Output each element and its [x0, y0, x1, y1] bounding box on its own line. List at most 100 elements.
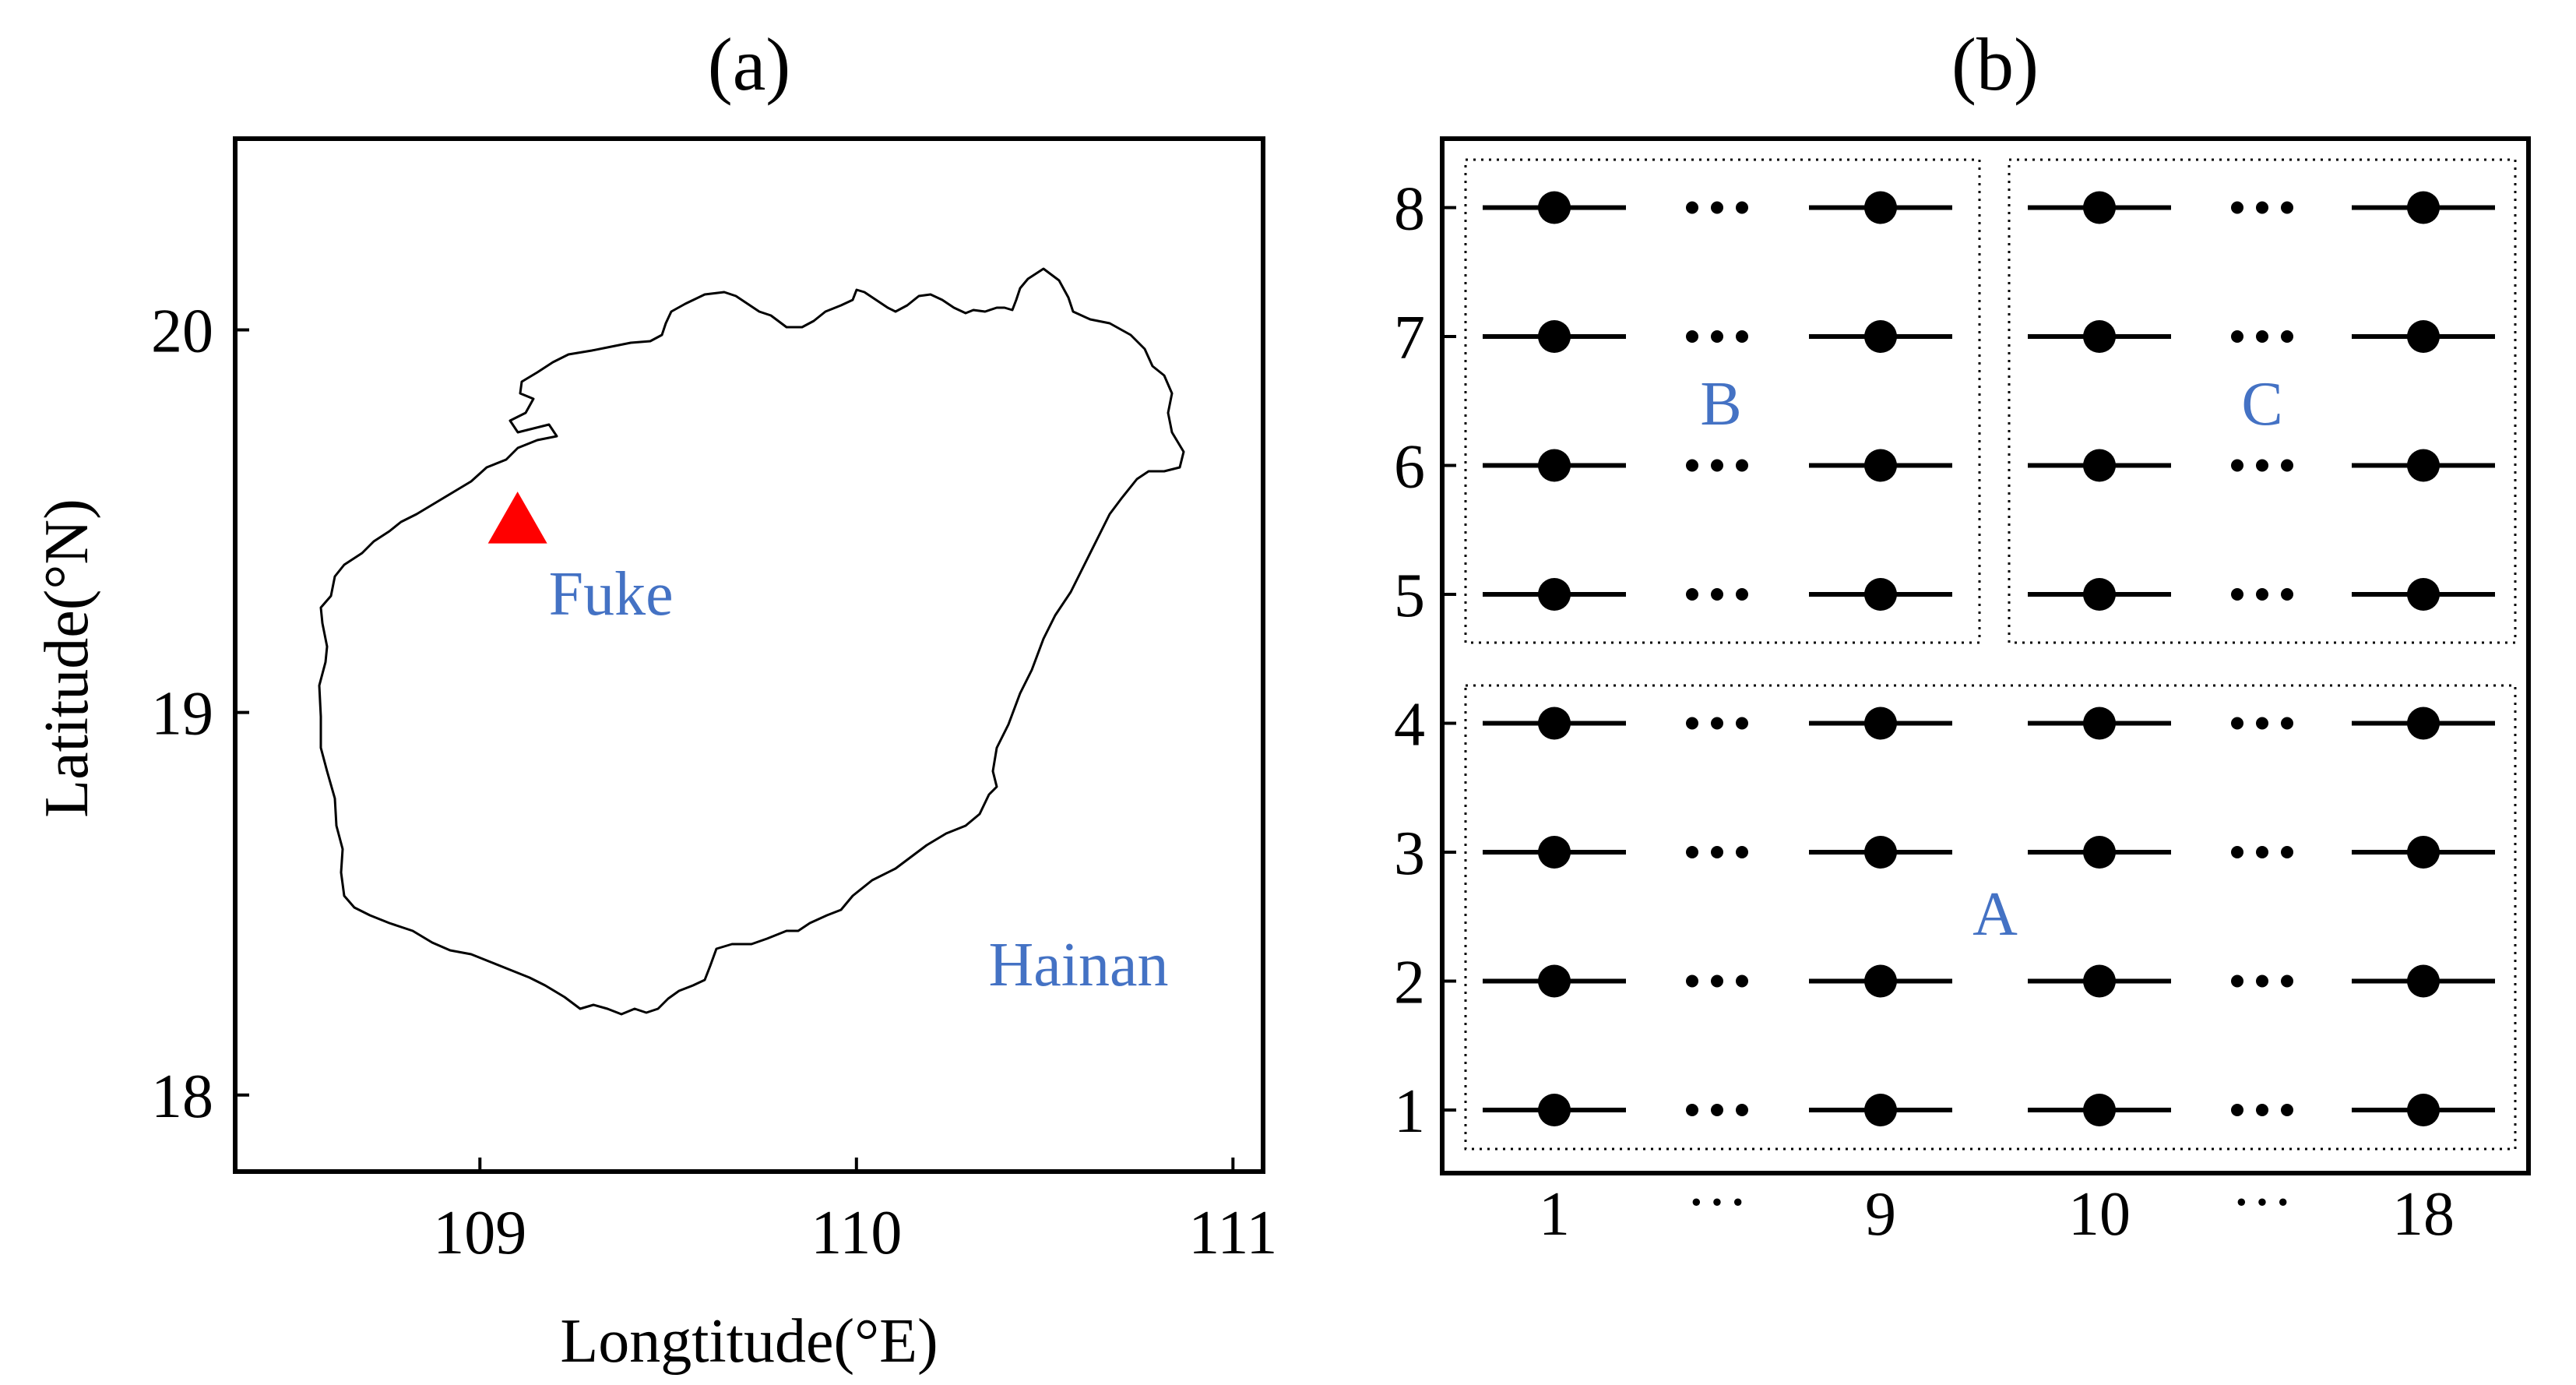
- grid-ellipsis-dot: [2256, 201, 2268, 214]
- grid-element-dot: [2083, 707, 2116, 740]
- grid-element-dot: [1864, 320, 1897, 353]
- grid-element-dot: [1538, 191, 1571, 224]
- grid-ellipsis-dot: [1686, 846, 1698, 858]
- panel-b-title: (b): [1951, 23, 2039, 106]
- grid-element-dot: [2083, 836, 2116, 869]
- map-x-tick-label: 111: [1188, 1199, 1277, 1267]
- grid-element-dot: [1864, 836, 1897, 869]
- grid-element-dot: [1864, 191, 1897, 224]
- map-x-ticks: 109 110 111: [433, 1158, 1277, 1267]
- grid-element-dot: [2407, 1094, 2440, 1126]
- grid-ellipsis-dot: [1736, 201, 1748, 214]
- grid-x-tick-label: 10: [2068, 1180, 2131, 1249]
- grid-element-dot: [1864, 707, 1897, 740]
- group-label-a: A: [1972, 880, 2018, 949]
- group-label-c: C: [2241, 370, 2282, 439]
- grid-y-tick-label: 3: [1394, 819, 1425, 888]
- map-y-axis-label: Latitude(°N): [33, 499, 101, 818]
- grid-y-tick-label: 4: [1394, 691, 1425, 759]
- grid-element-dot: [2407, 707, 2440, 740]
- grid-element-dot: [1538, 578, 1571, 611]
- grid-ellipsis-dot: [1736, 1104, 1748, 1116]
- grid-ellipsis-dot: [2231, 330, 2243, 343]
- region-label: Hainan: [988, 931, 1168, 999]
- grid-ellipsis-dot: [1686, 588, 1698, 601]
- grid-ellipsis-dot: [1711, 974, 1723, 988]
- station-label: Fuke: [549, 560, 674, 629]
- grid-ellipsis-dot: [2281, 717, 2293, 730]
- grid-ellipsis-dot: [2256, 974, 2268, 988]
- grid-ellipsis-dot: [2231, 717, 2243, 730]
- grid-ellipsis-dot: [1711, 201, 1723, 214]
- grid-element-dot: [2407, 320, 2440, 353]
- grid-element-dot: [1538, 449, 1571, 482]
- grid-y-tick-label: 6: [1394, 433, 1425, 502]
- grid-ellipsis-dot: [1686, 459, 1698, 472]
- grid-ellipsis-dot: [1736, 330, 1748, 343]
- grid-element-dot: [1864, 1094, 1897, 1126]
- grid-x-tick-label: 9: [1865, 1180, 1896, 1249]
- grid-frame: [1440, 136, 2531, 1175]
- grid-ellipsis-dot: [2231, 588, 2243, 601]
- grid-ellipsis-dot: [1711, 459, 1723, 472]
- grid-ellipsis-dot: [1711, 330, 1723, 343]
- grid-x-ellipsis: ···: [1686, 1168, 1748, 1237]
- grid-element-dot: [2083, 449, 2116, 482]
- hainan-coastline: [318, 267, 1185, 1016]
- panel-b-grid: (b) 1 2 3 4 5 6 7 8 1 9 10 18 ··· ··· B C A: [1394, 23, 2531, 1249]
- map-y-tick-label: 18: [151, 1063, 213, 1131]
- grid-x-ellipsis: ···: [2231, 1168, 2293, 1237]
- grid-element-marks: [1483, 191, 2495, 1126]
- station-marker-triangle: [487, 492, 547, 544]
- grid-element-dot: [1538, 707, 1571, 740]
- panel-a-map: (a) 109 110 111 18 19 20 Fuke Hainan Longtit…: [33, 23, 1277, 1376]
- grid-ellipsis-dot: [1736, 974, 1748, 988]
- grid-y-tick-label: 7: [1394, 304, 1425, 372]
- grid-x-tick-label: 18: [2392, 1180, 2455, 1249]
- grid-ellipsis-dot: [1711, 717, 1723, 730]
- grid-ellipsis-dot: [2281, 459, 2293, 472]
- grid-element-dot: [2083, 578, 2116, 611]
- group-box-c: [2008, 158, 2517, 644]
- grid-ellipsis-dot: [2256, 330, 2268, 343]
- map-frame: [233, 136, 1265, 1174]
- grid-y-tick-label: 1: [1394, 1077, 1425, 1146]
- grid-ellipsis-dot: [1736, 459, 1748, 472]
- grid-element-dot: [2083, 964, 2116, 998]
- grid-ellipsis-dot: [1686, 717, 1698, 730]
- grid-element-dot: [2407, 449, 2440, 482]
- grid-ellipsis-dot: [2281, 1104, 2293, 1116]
- grid-ellipsis-dot: [2256, 717, 2268, 730]
- grid-ellipsis-dot: [2281, 974, 2293, 988]
- grid-ellipsis-dot: [1686, 1104, 1698, 1116]
- grid-ellipsis-dot: [2231, 201, 2243, 214]
- grid-element-dot: [1538, 964, 1571, 998]
- grid-ellipsis-dot: [1711, 846, 1723, 858]
- grid-element-dot: [2083, 320, 2116, 353]
- map-x-tick-label: 109: [433, 1199, 526, 1267]
- grid-element-dot: [2407, 964, 2440, 998]
- map-x-axis-label: Longtitude(°E): [560, 1307, 938, 1376]
- map-x-tick-label: 110: [811, 1199, 902, 1267]
- grid-x-ticks: 1 9 10 18 ··· ···: [1539, 1168, 2455, 1249]
- grid-ellipsis-dot: [2281, 201, 2293, 214]
- grid-ellipsis-dot: [1736, 588, 1748, 601]
- grid-element-dot: [2083, 191, 2116, 224]
- grid-ellipsis-dot: [1711, 1104, 1723, 1116]
- grid-element-dot: [1538, 836, 1571, 869]
- grid-ellipsis-dot: [2256, 846, 2268, 858]
- panel-a-title: (a): [708, 23, 791, 106]
- grid-element-dot: [1864, 449, 1897, 482]
- grid-element-dot: [1538, 1094, 1571, 1126]
- grid-y-tick-label: 8: [1394, 175, 1425, 244]
- grid-ellipsis-dot: [1686, 974, 1698, 988]
- group-label-b: B: [1700, 370, 1741, 439]
- grid-element-dot: [2407, 578, 2440, 611]
- grid-ellipsis-dot: [2256, 459, 2268, 472]
- grid-y-tick-label: 2: [1394, 949, 1425, 1017]
- grid-element-dot: [1538, 320, 1571, 353]
- grid-ellipsis-dot: [1736, 846, 1748, 858]
- grid-element-dot: [2407, 836, 2440, 869]
- map-y-ticks: 18 19 20: [151, 298, 249, 1131]
